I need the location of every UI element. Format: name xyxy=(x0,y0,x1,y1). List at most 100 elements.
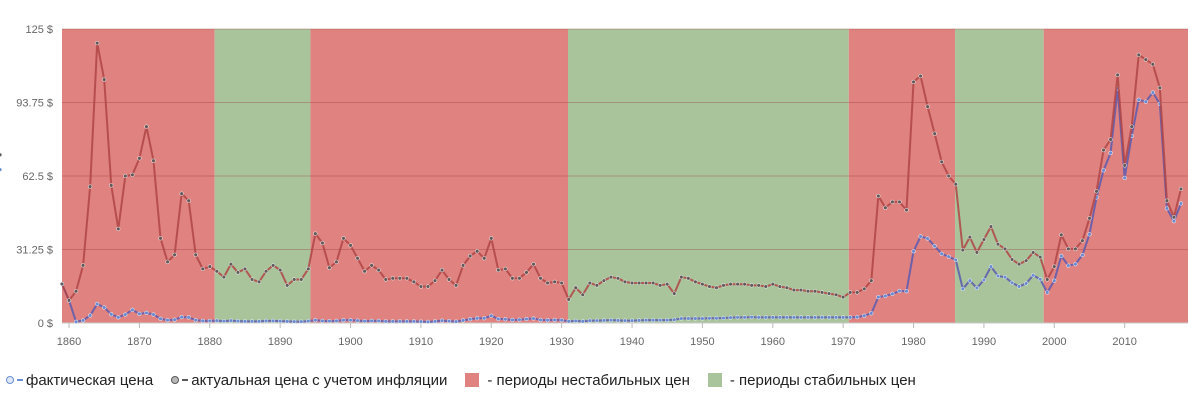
data-point-real xyxy=(383,277,388,282)
data-point-nominal xyxy=(299,319,304,324)
data-point-nominal xyxy=(932,243,937,249)
data-point-nominal xyxy=(679,316,684,321)
data-point-real xyxy=(665,282,670,287)
data-point-nominal xyxy=(524,316,529,322)
data-point-nominal xyxy=(1073,262,1078,267)
data-point-real xyxy=(179,191,184,196)
data-point-real xyxy=(721,283,726,288)
data-point-real xyxy=(573,285,578,290)
data-point-real xyxy=(242,266,248,272)
series-line-real xyxy=(61,42,1182,302)
data-point-nominal xyxy=(967,278,972,283)
data-point-real xyxy=(278,267,283,273)
data-point-real xyxy=(904,207,909,213)
data-point-real xyxy=(981,237,987,242)
data-point-real xyxy=(327,265,332,270)
data-point-real xyxy=(658,283,663,288)
x-tick-label: 1970 xyxy=(831,336,855,348)
data-point-real xyxy=(292,277,297,282)
data-point-real xyxy=(66,298,72,303)
data-point-nominal xyxy=(707,316,712,321)
data-point-nominal xyxy=(355,318,360,323)
chart-container: 0 $ 31.25 $ 62.5 $ 93.75 $ 125 $ 1860 1870 188… xyxy=(0,24,1188,348)
data-point-real xyxy=(566,297,571,302)
data-point-real xyxy=(1038,254,1043,260)
data-point-real xyxy=(1178,186,1184,192)
data-point-real xyxy=(1108,137,1113,142)
data-point-nominal xyxy=(1143,99,1148,104)
x-tick-label: 1990 xyxy=(972,336,996,348)
data-point-nominal xyxy=(918,234,923,239)
data-point-real xyxy=(207,264,212,269)
data-point-real xyxy=(320,240,325,246)
legend-item-stable[interactable]: - периоды стабильных цен xyxy=(707,372,916,389)
legend: фактическая цена актуальная цена с учето… xyxy=(6,368,934,392)
data-point-nominal xyxy=(1164,206,1170,211)
data-point-real xyxy=(672,291,677,296)
data-point-real xyxy=(468,253,473,259)
data-point-nominal xyxy=(693,316,698,321)
data-point-real xyxy=(1143,57,1148,62)
data-point-nominal xyxy=(482,316,487,321)
data-point-nominal xyxy=(665,318,670,323)
data-point-real xyxy=(967,235,972,240)
data-point-nominal xyxy=(890,291,895,296)
data-point-real xyxy=(285,283,290,288)
data-point-nominal xyxy=(833,315,839,320)
data-point-nominal xyxy=(876,294,881,300)
data-point-real xyxy=(270,263,276,268)
data-point-real xyxy=(601,278,607,283)
data-point-real xyxy=(510,276,515,281)
data-point-nominal xyxy=(573,318,578,324)
legend-item-nominal[interactable]: фактическая цена xyxy=(6,372,153,389)
legend-swatch-real-icon xyxy=(171,375,189,385)
data-point-nominal xyxy=(270,318,276,324)
data-point-nominal xyxy=(686,316,691,321)
legend-item-real[interactable]: актуальная цена с учетом инфляции xyxy=(171,372,447,389)
data-point-real xyxy=(362,269,367,274)
data-point-real xyxy=(200,266,205,272)
data-point-real xyxy=(186,198,191,203)
data-point-nominal xyxy=(700,316,705,321)
data-point-nominal xyxy=(123,312,128,317)
data-point-real xyxy=(1129,124,1134,129)
legend-item-unstable[interactable]: - периоды нестабильных цен xyxy=(465,372,690,389)
data-point-real xyxy=(116,226,121,232)
data-point-nominal xyxy=(1059,253,1064,259)
data-point-real xyxy=(369,263,374,268)
data-point-real xyxy=(932,131,937,136)
data-point-nominal xyxy=(109,312,114,317)
data-point-nominal xyxy=(116,315,121,320)
data-point-nominal xyxy=(1009,280,1015,285)
data-point-real xyxy=(911,79,916,85)
data-point-nominal xyxy=(714,316,719,321)
data-point-nominal xyxy=(819,315,825,320)
data-point-nominal xyxy=(390,319,395,324)
series-real xyxy=(0,40,1184,303)
data-point-real xyxy=(1023,258,1029,263)
data-point-nominal xyxy=(179,314,184,320)
data-point-nominal xyxy=(446,318,452,324)
y-tick-label: 31.25 $ xyxy=(16,245,53,257)
x-tick-label: 1880 xyxy=(198,336,222,348)
data-point-real xyxy=(841,294,846,300)
data-point-nominal xyxy=(580,319,585,324)
data-point-real xyxy=(763,284,768,289)
data-point-real xyxy=(453,283,459,288)
data-point-real xyxy=(228,262,234,267)
data-point-nominal xyxy=(186,315,191,320)
data-point-nominal xyxy=(369,318,374,324)
data-point-real xyxy=(109,183,114,188)
data-point-real xyxy=(1073,246,1078,252)
data-point-real xyxy=(735,282,740,287)
data-point-nominal xyxy=(545,318,550,323)
data-point-nominal xyxy=(770,315,775,320)
data-point-real xyxy=(249,277,255,282)
data-point-nominal xyxy=(911,249,916,254)
data-point-nominal xyxy=(869,311,874,316)
data-point-nominal xyxy=(207,318,212,324)
data-point-real xyxy=(432,278,438,283)
data-point-nominal xyxy=(615,318,621,323)
data-point-real xyxy=(960,247,965,253)
data-point-real xyxy=(1080,238,1085,243)
